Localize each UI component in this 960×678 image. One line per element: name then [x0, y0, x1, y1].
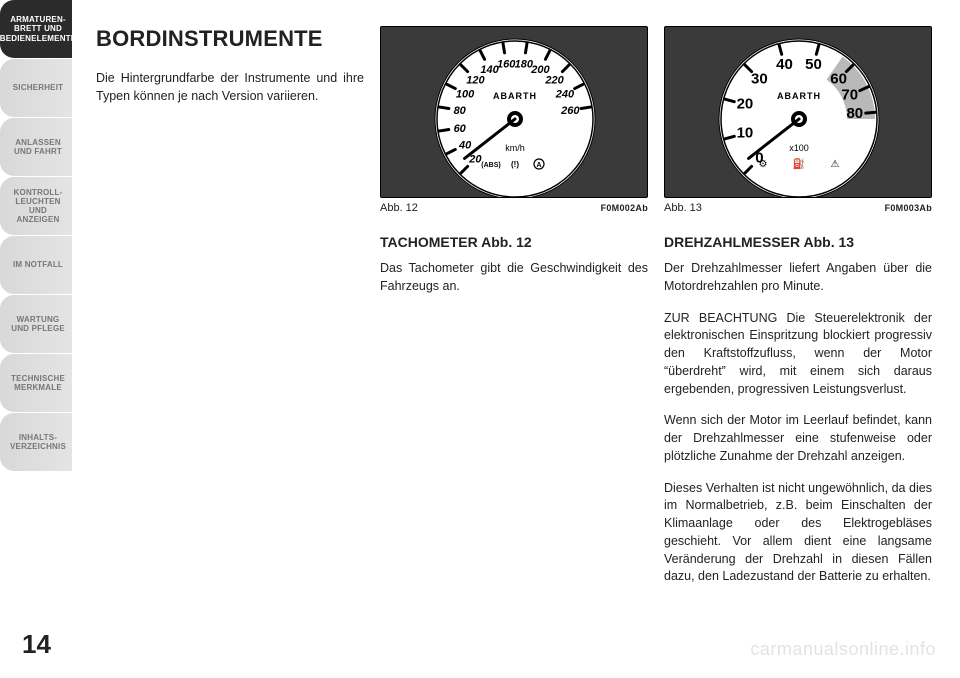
- tab-armaturen[interactable]: ARMATUREN- BRETT UND BEDIENELEMENTE: [0, 0, 72, 58]
- figure-caption-12: Abb. 12 F0M002Ab: [380, 202, 648, 214]
- drehzahl-p3: Wenn sich der Motor im Leerlauf befindet…: [664, 412, 932, 465]
- caption-abb13: Abb. 13: [664, 202, 702, 214]
- svg-text:20: 20: [737, 96, 754, 113]
- svg-text:⛽: ⛽: [793, 157, 805, 170]
- tab-label: KONTROLL- LEUCHTEN UND ANZEIGEN: [10, 188, 66, 225]
- svg-text:30: 30: [751, 70, 768, 87]
- svg-text:ABARTH: ABARTH: [493, 91, 537, 101]
- figure-tachometer: 20406080100120140160180200220240260ABART…: [380, 26, 648, 198]
- tab-inhalt[interactable]: INHALTS- VERZEICHNIS: [0, 413, 72, 471]
- svg-text:160: 160: [497, 59, 516, 71]
- drehzahl-p1: Der Drehzahlmesser liefert Angaben über …: [664, 260, 932, 296]
- column-2: 20406080100120140160180200220240260ABART…: [380, 26, 648, 310]
- tab-label: TECHNISCHE MERKMALE: [10, 374, 66, 392]
- svg-text:120: 120: [466, 74, 485, 86]
- tachometer-gauge-icon: 01020304050607080ABARTHx100⚙⛽⚠: [665, 27, 932, 198]
- svg-text:220: 220: [544, 74, 564, 86]
- svg-text:70: 70: [841, 86, 858, 103]
- page-content: BORDINSTRUMENTE Die Hintergrundfarbe der…: [96, 26, 936, 654]
- tab-anlassen[interactable]: ANLASSEN UND FAHRT: [0, 118, 72, 176]
- subhead-drehzahl: DREHZAHLMESSER Abb. 13: [664, 234, 932, 250]
- tab-label: ANLASSEN UND FAHRT: [10, 138, 66, 156]
- svg-text:60: 60: [454, 123, 467, 135]
- tab-technische[interactable]: TECHNISCHE MERKMALE: [0, 354, 72, 412]
- drehzahl-p2: ZUR BEACHTUNG Die Steuerelektronik der e…: [664, 310, 932, 399]
- svg-text:km/h: km/h: [505, 143, 525, 153]
- caption-code12: F0M002Ab: [601, 203, 648, 213]
- tab-label: WARTUNG UND PFLEGE: [10, 315, 66, 333]
- subhead-tachometer: TACHOMETER Abb. 12: [380, 234, 648, 250]
- figure-drehzahlmesser: 01020304050607080ABARTHx100⚙⛽⚠: [664, 26, 932, 198]
- svg-text:⚙: ⚙: [759, 159, 768, 170]
- svg-text:40: 40: [458, 139, 472, 151]
- svg-text:80: 80: [454, 105, 467, 117]
- caption-code13: F0M003Ab: [885, 203, 932, 213]
- tab-label: IM NOTFALL: [13, 260, 63, 269]
- svg-text:80: 80: [846, 105, 863, 122]
- tab-sicherheit[interactable]: SICHERHEIT: [0, 59, 72, 117]
- tab-label: ARMATUREN- BRETT UND BEDIENELEMENTE: [0, 15, 76, 43]
- svg-text:x100: x100: [789, 143, 809, 153]
- tachometer-body: Das Tachometer gibt die Geschwindigkeit …: [380, 260, 648, 296]
- column-3: 01020304050607080ABARTHx100⚙⛽⚠ Abb. 13 F…: [664, 26, 932, 600]
- drehzahl-p4: Dieses Verhalten ist nicht ungewöhnlich,…: [664, 480, 932, 587]
- svg-text:260: 260: [560, 105, 580, 117]
- svg-text:(!): (!): [511, 160, 519, 169]
- caption-abb12: Abb. 12: [380, 202, 418, 214]
- svg-text:⚠: ⚠: [831, 159, 840, 170]
- svg-text:(ABS): (ABS): [481, 162, 500, 169]
- svg-text:60: 60: [830, 70, 847, 87]
- speedometer-gauge-icon: 20406080100120140160180200220240260ABART…: [381, 27, 648, 198]
- tab-kontroll[interactable]: KONTROLL- LEUCHTEN UND ANZEIGEN: [0, 177, 72, 235]
- tab-wartung[interactable]: WARTUNG UND PFLEGE: [0, 295, 72, 353]
- sidebar-tabs: ARMATUREN- BRETT UND BEDIENELEMENTE SICH…: [0, 0, 72, 678]
- svg-text:50: 50: [805, 56, 822, 73]
- page-number: 14: [22, 629, 51, 660]
- svg-text:40: 40: [776, 56, 793, 73]
- tab-label: SICHERHEIT: [13, 83, 63, 92]
- tab-notfall[interactable]: IM NOTFALL: [0, 236, 72, 294]
- figure-caption-13: Abb. 13 F0M003Ab: [664, 202, 932, 214]
- tab-label: INHALTS- VERZEICHNIS: [10, 433, 66, 451]
- svg-text:A: A: [536, 162, 541, 169]
- svg-text:100: 100: [456, 89, 475, 101]
- page-title: BORDINSTRUMENTE: [96, 26, 364, 52]
- intro-paragraph: Die Hintergrundfarbe der Instrumente und…: [96, 70, 364, 106]
- svg-text:240: 240: [555, 89, 575, 101]
- svg-text:10: 10: [737, 124, 754, 141]
- svg-text:ABARTH: ABARTH: [777, 91, 821, 101]
- column-1: BORDINSTRUMENTE Die Hintergrundfarbe der…: [96, 26, 364, 120]
